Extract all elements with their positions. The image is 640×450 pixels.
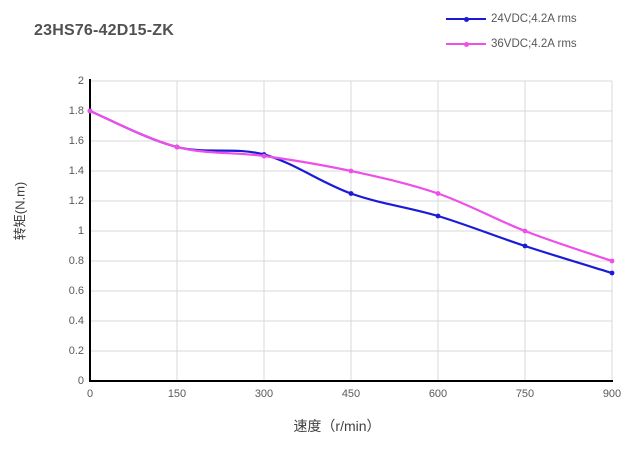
x-tick-label: 750	[515, 388, 535, 400]
chart-title: 23HS76-42D15-ZK	[34, 22, 174, 39]
legend: 24VDC;4.2A rms 36VDC;4.2A rms	[446, 8, 577, 58]
x-axis-title: 速度（r/min）	[293, 418, 381, 434]
data-point-marker	[348, 191, 354, 196]
data-point-marker	[522, 243, 528, 249]
legend-label-36vdc: 36VDC;4.2A rms	[491, 38, 577, 50]
y-tick-label: 0.6	[68, 284, 84, 297]
data-point-marker	[348, 168, 354, 174]
y-tick-label: 1.2	[68, 194, 84, 207]
x-tick-label: 450	[341, 388, 361, 400]
x-tick-label: 0	[86, 388, 94, 400]
legend-item-36vdc: 36VDC;4.2A rms	[446, 33, 577, 55]
legend-label-24vdc: 24VDC;4.2A rms	[491, 13, 577, 25]
y-tick-label: 1	[77, 224, 84, 237]
y-tick-label: 1.6	[68, 134, 84, 147]
y-tick-label: 2	[77, 74, 84, 87]
data-point-marker	[435, 213, 441, 219]
data-point-marker	[435, 191, 441, 196]
legend-line-marker-icon	[446, 40, 486, 49]
legend-line-marker-icon	[446, 15, 486, 24]
x-tick-label: 150	[167, 388, 187, 400]
y-tick-label: 0.4	[68, 314, 84, 327]
y-tick-label: 0	[77, 374, 84, 387]
x-tick-label: 300	[254, 388, 274, 400]
legend-item-24vdc: 24VDC;4.2A rms	[446, 8, 577, 30]
y-tick-label: 1.4	[68, 164, 84, 177]
x-tick-label: 900	[602, 388, 622, 400]
data-point-marker	[522, 228, 528, 234]
y-tick-label: 0.2	[68, 344, 84, 357]
y-tick-label: 0.8	[68, 254, 84, 267]
data-point-marker	[174, 144, 180, 150]
data-point-marker	[261, 153, 267, 159]
y-tick-label: 1.8	[68, 104, 84, 117]
data-point-marker	[87, 108, 93, 114]
x-tick-label: 600	[428, 388, 448, 400]
data-point-marker	[609, 258, 615, 264]
data-point-marker	[609, 270, 615, 276]
